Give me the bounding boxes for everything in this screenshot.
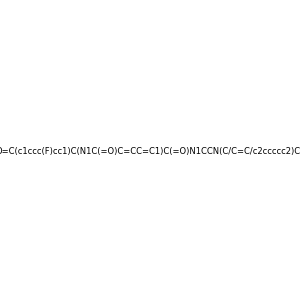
Text: O=C(c1ccc(F)cc1)C(N1C(=O)C=CC=C1)C(=O)N1CCN(C/C=C/c2ccccc2)CC1: O=C(c1ccc(F)cc1)C(N1C(=O)C=CC=C1)C(=O)N1… <box>0 147 300 156</box>
